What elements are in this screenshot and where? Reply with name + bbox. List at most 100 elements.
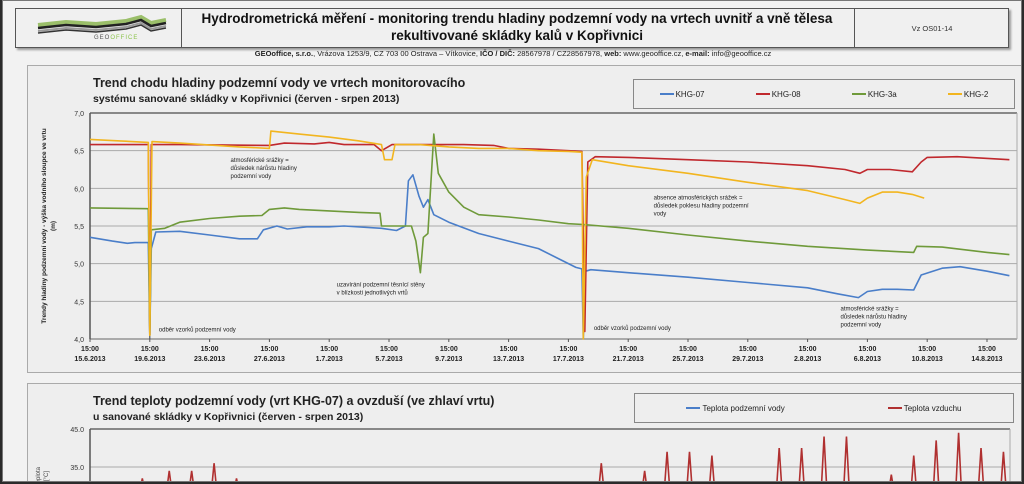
air-temp-peak bbox=[709, 455, 715, 481]
legend-line-air-temp bbox=[887, 407, 902, 409]
legend-item-khg-3a: KHG-3a bbox=[851, 90, 897, 99]
chart1-plot: 7,0 6,5 6,0 5,5 5,0 4,5 4,0 15:00 15.6.2013 15:00… bbox=[41, 111, 1018, 363]
x-tick-date: 19.6.2013 bbox=[134, 356, 165, 363]
x-tick-date: 5.7.2013 bbox=[375, 356, 402, 363]
x-tick-time: 15:00 bbox=[440, 346, 458, 353]
y-tick-label: 4,5 bbox=[74, 299, 84, 306]
annotation-line: důsledek nárůstu hladiny bbox=[231, 165, 297, 172]
y-tick-label: 4,0 bbox=[74, 337, 84, 344]
y-tick-label: 6,5 bbox=[74, 149, 84, 156]
annotation-line: podzemní vody bbox=[840, 322, 881, 328]
air-temp-peak bbox=[664, 451, 670, 481]
chart1-subtitle: systému sanované skládky v Kopřivnici (č… bbox=[93, 93, 400, 105]
chart1-title: Trend chodu hladiny podzemní vody ve vrt… bbox=[93, 76, 466, 90]
legend-item-water-temp: Teplota podzemní vody bbox=[686, 404, 785, 413]
x-tick-date: 23.6.2013 bbox=[194, 356, 225, 363]
y-tick-label: 7,0 bbox=[74, 111, 84, 118]
legend-line-khg-3a bbox=[851, 93, 866, 95]
x-tick-time: 15:00 bbox=[858, 346, 876, 353]
x-tick-time: 15:00 bbox=[739, 346, 757, 353]
annotation-line: důsledek nárůstu hladiny bbox=[840, 313, 906, 320]
air-temp-peak bbox=[798, 447, 805, 481]
y-tick-label: 5,0 bbox=[74, 262, 84, 269]
x-tick-time: 15:00 bbox=[799, 346, 817, 353]
chart1-legend: KHG-07 KHG-08 KHG-3a KHG-2 bbox=[633, 79, 1015, 109]
chart-annotation: absence atmosférických srážek = důsledek … bbox=[654, 196, 749, 218]
x-tick-time: 15:00 bbox=[81, 346, 99, 353]
x-tick-date: 21.7.2013 bbox=[613, 356, 644, 363]
x-tick-date: 6.8.2013 bbox=[854, 356, 881, 363]
legend-line-khg-07 bbox=[659, 93, 674, 95]
x-tick-time: 15:00 bbox=[679, 346, 697, 353]
air-temp-peak bbox=[933, 440, 940, 481]
document-code: Vz OS01-14 bbox=[854, 9, 1009, 47]
x-tick-time: 15:00 bbox=[978, 346, 996, 353]
annotation-line: odběr vzorků podzemní vody bbox=[159, 326, 236, 333]
y-tick-label: 5,5 bbox=[74, 224, 84, 231]
annotation-line: uzavírání podzemní těsnící stěny bbox=[337, 282, 425, 288]
x-tick-date: 14.8.2013 bbox=[971, 356, 1002, 363]
report-title-line2: rekultivované skládky kalů v Kopřivnici bbox=[390, 28, 644, 43]
annotation-line: atmosférické srážky = bbox=[231, 158, 290, 164]
air-temp-peak bbox=[776, 447, 783, 481]
y-tick-label: 35.0 bbox=[70, 465, 84, 472]
x-tick-date: 10.8.2013 bbox=[912, 356, 943, 363]
legend-line-khg-08 bbox=[755, 93, 770, 95]
logo-waves-icon bbox=[37, 14, 167, 34]
chart-annotation: uzavírání podzemní těsnící stěny v blízko… bbox=[337, 282, 425, 296]
chart-annotation: odběr vzorků podzemní vody bbox=[594, 325, 671, 332]
annotation-line: důsledek poklesu hladiny podzemní bbox=[654, 203, 749, 210]
legend-item-air-temp: Teplota vzduchu bbox=[887, 404, 962, 413]
series-line-khg-2 bbox=[89, 130, 925, 340]
y-axis-unit: (m) bbox=[50, 221, 57, 231]
x-tick-time: 15:00 bbox=[320, 346, 338, 353]
air-temp-peak bbox=[598, 463, 604, 481]
y-axis-unit: [°C] bbox=[44, 471, 50, 481]
x-tick-date: 2.8.2013 bbox=[794, 356, 821, 363]
geooffice-logo: GEOOFFICE bbox=[16, 9, 182, 47]
x-tick-time: 15:00 bbox=[141, 346, 159, 353]
y-tick-label: 6,0 bbox=[74, 186, 84, 193]
x-tick-date: 25.7.2013 bbox=[672, 356, 703, 363]
legend-item-khg-08: KHG-08 bbox=[755, 90, 801, 99]
logo-text: GEOOFFICE bbox=[94, 35, 139, 41]
x-tick-time: 15:00 bbox=[619, 346, 637, 353]
x-tick-time: 15:00 bbox=[559, 346, 577, 353]
legend-line-khg-2 bbox=[947, 93, 962, 95]
y-axis-label: Trendy hladiny podzemní vody - výška vod… bbox=[41, 128, 48, 323]
x-tick-time: 15:00 bbox=[500, 346, 518, 353]
legend-item-khg-07: KHG-07 bbox=[659, 90, 705, 99]
series-line-khg-08 bbox=[90, 141, 1010, 337]
chart-water-level-panel: Trend chodu hladiny podzemní vody ve vrt… bbox=[27, 65, 1021, 373]
y-tick-label: 45.0 bbox=[70, 427, 84, 434]
x-tick-time: 15:00 bbox=[918, 346, 936, 353]
x-tick-date: 29.7.2013 bbox=[732, 356, 763, 363]
chart2-subtitle: u sanované skládky v Kopřivnici (červen … bbox=[93, 411, 364, 423]
air-temp-peak bbox=[955, 432, 962, 481]
report-header: GEOOFFICE Hydrodrometrická měření - moni… bbox=[15, 8, 1009, 48]
annotation-line: v blízkosti jednotlivých vrtů bbox=[337, 289, 408, 296]
air-temp-peak bbox=[211, 463, 217, 481]
air-temp-peak bbox=[686, 451, 693, 481]
air-temp-peak bbox=[1000, 451, 1007, 481]
air-temp-peak bbox=[642, 470, 647, 481]
air-temp-peak bbox=[167, 470, 172, 481]
x-tick-time: 15:00 bbox=[380, 346, 398, 353]
x-tick-date: 9.7.2013 bbox=[435, 356, 462, 363]
company-address: GEOoffice, s.r.o., Vrázova 1253/9, CZ 70… bbox=[254, 49, 772, 58]
chart2-plot: 45.0 35.0 teplota [°C] bbox=[36, 427, 1011, 482]
annotation-line: atmosférické srážky = bbox=[840, 306, 899, 312]
x-tick-date: 1.7.2013 bbox=[316, 356, 343, 363]
air-temp-peak bbox=[889, 474, 894, 481]
series-line-khg-07 bbox=[89, 174, 1010, 340]
air-temp-peak bbox=[978, 447, 984, 481]
chart2-title: Trend teploty podzemní vody (vrt KHG-07)… bbox=[93, 394, 495, 408]
legend-item-khg-2: KHG-2 bbox=[947, 90, 988, 99]
report-title-line1: Hydrodrometrická měření - monitoring tre… bbox=[201, 11, 833, 26]
chart-annotation: atmosférické srážky = důsledek nárůstu hl… bbox=[840, 306, 906, 328]
chart2-legend: Teplota podzemní vody Teplota vzduchu bbox=[634, 393, 1014, 423]
y-axis-label: teplota bbox=[36, 466, 42, 482]
chart-temperature-panel: Trend teploty podzemní vody (vrt KHG-07)… bbox=[27, 383, 1021, 482]
annotation-line: podzemní vody bbox=[231, 174, 272, 180]
